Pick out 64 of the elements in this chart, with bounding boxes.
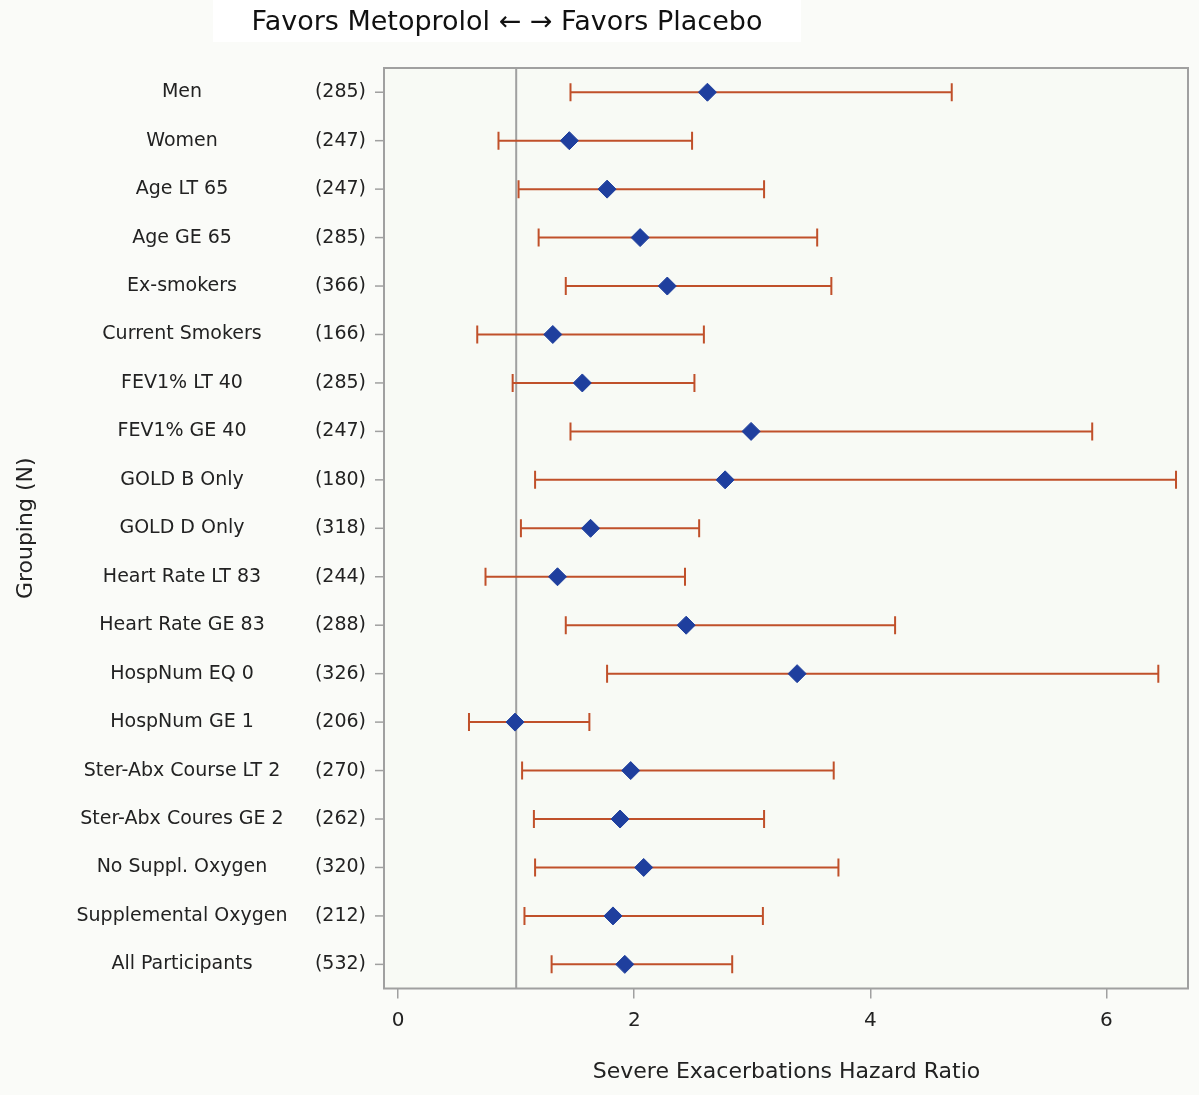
- y-tick-label: Current Smokers: [102, 321, 262, 344]
- y-tick-label: Age LT 65: [135, 176, 229, 199]
- point: [603, 906, 623, 926]
- point: [787, 664, 807, 684]
- y2-tick-label: (318): [314, 515, 366, 538]
- point: [621, 761, 641, 781]
- point: [715, 470, 735, 490]
- point: [676, 615, 696, 635]
- y-tick-label: GOLD D Only: [119, 515, 245, 538]
- y-tick-label: Heart Rate GE 83: [99, 612, 265, 635]
- y-tick-label: Ex-smokers: [127, 272, 237, 295]
- y2-tick-label: (244): [314, 563, 366, 586]
- y2-tick-label: (285): [314, 369, 366, 392]
- y-tick-label: Ster-Abx Course LT 2: [83, 757, 281, 780]
- point: [572, 373, 592, 393]
- point: [548, 567, 568, 587]
- point: [634, 857, 654, 877]
- point: [505, 712, 525, 732]
- y2-tick-label: (320): [314, 854, 366, 877]
- y2-tick-label: (270): [314, 757, 366, 780]
- y2-tick-label: (247): [314, 127, 366, 150]
- y2-tick-label: (288): [314, 612, 366, 635]
- point: [543, 324, 563, 344]
- y2-tick-label: (366): [314, 272, 366, 295]
- y-tick-label: No Suppl. Oxygen: [96, 854, 268, 877]
- x-axis-title: Severe Exacerbations Hazard Ratio: [592, 1057, 981, 1083]
- point: [697, 82, 717, 102]
- y2-tick-label: (166): [314, 321, 366, 344]
- point: [581, 518, 601, 538]
- y2-tick-label: (326): [314, 660, 366, 683]
- x-tick-label: 2: [627, 1006, 641, 1031]
- y2-tick-label: (247): [314, 418, 366, 441]
- point: [559, 131, 579, 151]
- y-tick-label: Women: [146, 127, 218, 150]
- y-tick-label: FEV1% LT 40: [121, 369, 243, 392]
- y-tick-label: Supplemental Oxygen: [76, 902, 288, 925]
- y2-tick-label: (262): [314, 805, 366, 828]
- y2-tick-label: (532): [314, 951, 366, 974]
- point: [615, 954, 635, 974]
- x-tick-label: 0: [391, 1006, 405, 1031]
- point: [630, 228, 650, 248]
- y-tick-label: HospNum EQ 0: [110, 660, 254, 683]
- y2-tick-label: (247): [314, 176, 366, 199]
- y2-tick-label: (212): [314, 902, 366, 925]
- y-tick-label: Heart Rate LT 83: [102, 563, 262, 586]
- y-tick-label: GOLD B Only: [120, 466, 244, 489]
- chart-title: Favors Metoprolol ← → Favors Placebo: [213, 0, 801, 42]
- x-tick-label: 6: [1100, 1006, 1113, 1031]
- y2-tick-label: (180): [314, 466, 366, 489]
- point: [657, 276, 677, 296]
- y-tick-label: Men: [161, 79, 203, 102]
- y-tick-label: HospNum GE 1: [110, 709, 254, 732]
- y2-tick-label: (285): [314, 79, 366, 102]
- y-axis-title: Grouping (N): [11, 457, 37, 600]
- y-tick-label: All Participants: [111, 951, 253, 974]
- point: [741, 421, 761, 441]
- y-tick-label: Age GE 65: [132, 224, 232, 247]
- point: [597, 179, 617, 199]
- point: [610, 809, 630, 829]
- y2-tick-label: (285): [314, 224, 366, 247]
- y2-tick-label: (206): [314, 709, 366, 732]
- y-tick-label: Ster-Abx Coures GE 2: [80, 805, 284, 828]
- y-tick-label: FEV1% GE 40: [117, 418, 247, 441]
- x-tick-label: 4: [863, 1006, 877, 1031]
